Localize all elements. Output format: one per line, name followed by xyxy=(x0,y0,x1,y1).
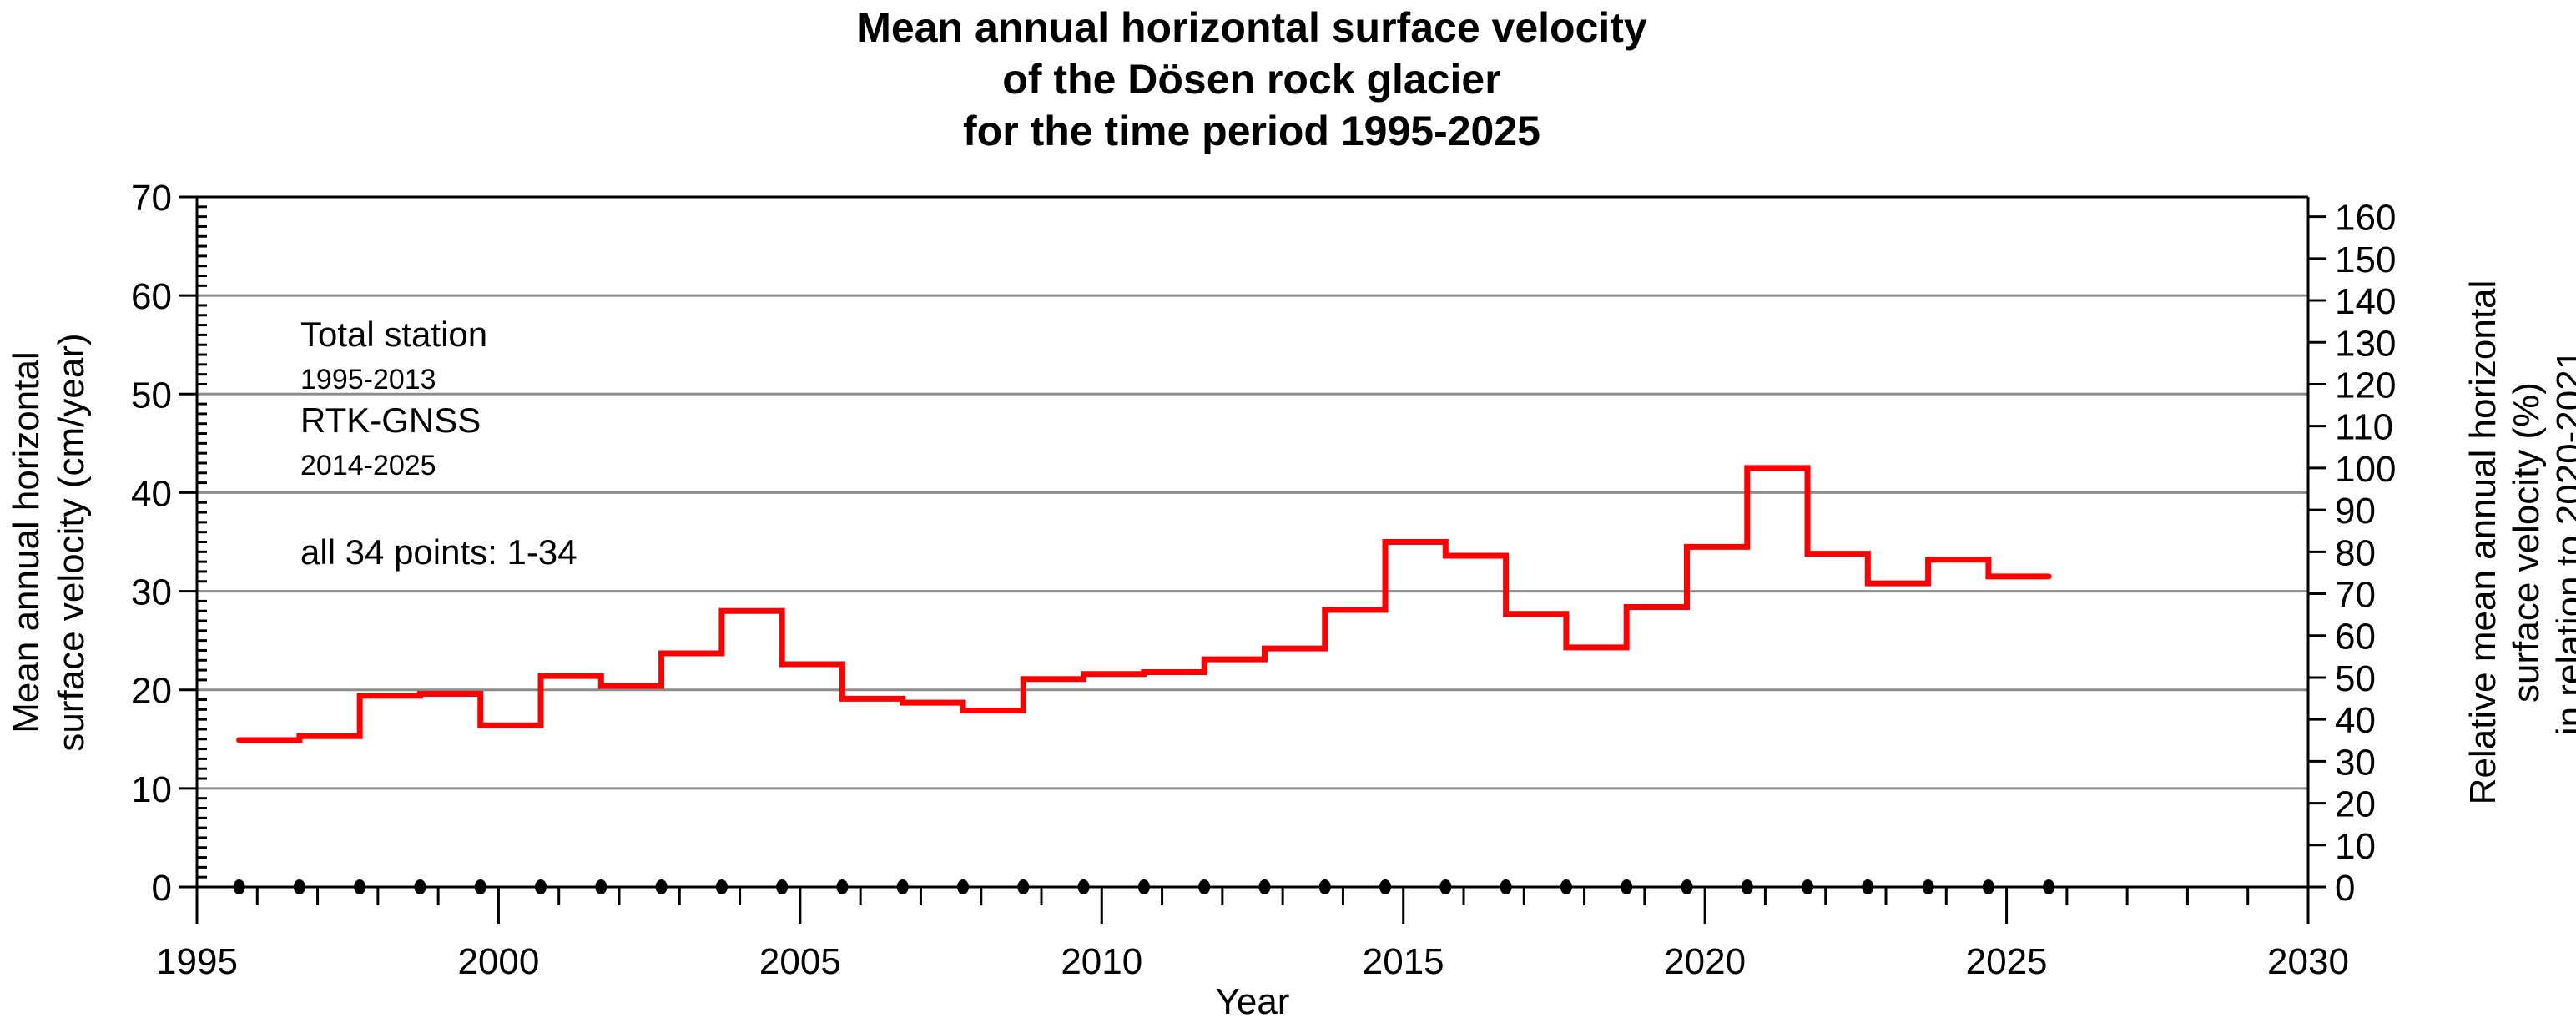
epoch-marker xyxy=(293,879,305,894)
y2-tick-label: 120 xyxy=(2335,365,2396,406)
annotation-total-station: Total station xyxy=(300,315,487,354)
epoch-marker xyxy=(836,879,849,894)
y-axis-title-line-2: surface velocity (cm/year) xyxy=(51,333,92,751)
epoch-marker xyxy=(354,879,366,894)
epoch-marker xyxy=(776,879,789,894)
x-axis-ticks: 1995 2000 2005 2010 2015 2020 2025 2030 xyxy=(156,887,2349,982)
epoch-marker xyxy=(1681,879,1693,894)
y2-tick-label: 10 xyxy=(2335,826,2376,867)
epoch-marker xyxy=(1621,879,1633,894)
y2-tick-label: 40 xyxy=(2335,700,2376,741)
epoch-marker xyxy=(1802,879,1814,894)
y-tick-label: 40 xyxy=(131,473,172,514)
y-tick-label: 50 xyxy=(131,375,172,416)
epoch-marker xyxy=(1318,879,1331,894)
y2-tick-label: 70 xyxy=(2335,575,2376,616)
epoch-marker xyxy=(1862,879,1874,894)
epoch-marker xyxy=(1741,879,1753,894)
epoch-marker xyxy=(1922,879,1934,894)
y2-tick-label: 20 xyxy=(2335,784,2376,825)
epoch-marker xyxy=(233,879,245,894)
y2-tick-label: 30 xyxy=(2335,742,2376,783)
y2-tick-label: 90 xyxy=(2335,491,2376,532)
x-tick-label: 2000 xyxy=(457,941,539,982)
y2-tick-label: 130 xyxy=(2335,323,2396,364)
epoch-marker xyxy=(957,879,970,894)
y-tick-label: 70 xyxy=(131,178,172,219)
x-axis-title: Year xyxy=(1216,981,1290,1022)
annotation-point-count: all 34 points: 1-34 xyxy=(300,532,577,572)
y2-tick-label: 0 xyxy=(2335,868,2355,909)
epoch-marker xyxy=(414,879,426,894)
y2-tick-label: 150 xyxy=(2335,239,2396,280)
y2-tick-label: 80 xyxy=(2335,532,2376,573)
x-tick-label: 1995 xyxy=(156,941,238,982)
y2-tick-label: 160 xyxy=(2335,198,2396,239)
y2-tick-label: 60 xyxy=(2335,617,2376,658)
y-tick-label: 30 xyxy=(131,572,172,613)
chart-title-line-1: Mean annual horizontal surface velocity xyxy=(856,4,1647,51)
x-tick-label: 2020 xyxy=(1664,941,1746,982)
y2-axis-title-line-3: in relation to 2020-2021 xyxy=(2549,350,2576,735)
epoch-marker xyxy=(1560,879,1572,894)
epoch-marker xyxy=(1017,879,1030,894)
epoch-marker xyxy=(1379,879,1392,894)
y-tick-label: 10 xyxy=(131,769,172,810)
y2-axis-title-line-1: Relative mean annual horizontal xyxy=(2463,280,2503,805)
epoch-marker xyxy=(1439,879,1452,894)
y-axis-title-line-1: Mean annual horizontal xyxy=(6,351,47,733)
x-tick-label: 2010 xyxy=(1061,941,1142,982)
y2-axis-title-line-2: surface velocity (%) xyxy=(2506,382,2547,703)
epoch-marker xyxy=(1137,879,1150,894)
y2-tick-label: 140 xyxy=(2335,281,2396,322)
epoch-marker xyxy=(595,879,607,894)
y2-tick-label: 110 xyxy=(2335,407,2393,448)
epoch-marker xyxy=(1500,879,1512,894)
measurement-epoch-markers xyxy=(233,879,2055,894)
epoch-marker xyxy=(1258,879,1271,894)
epoch-marker xyxy=(1077,879,1090,894)
chart-title-line-3: for the time period 1995-2025 xyxy=(963,108,1540,154)
y-tick-label: 60 xyxy=(131,276,172,317)
annotation-total-station-years: 1995-2013 xyxy=(300,364,436,396)
y-tick-label: 0 xyxy=(152,868,172,909)
velocity-series xyxy=(236,465,2052,743)
epoch-marker xyxy=(1982,879,1994,894)
epoch-marker xyxy=(474,879,486,894)
x-tick-label: 2025 xyxy=(1966,941,2048,982)
epoch-marker xyxy=(2043,879,2055,894)
y-axis-ticks: 0 10 20 30 40 50 60 70 xyxy=(131,178,207,909)
y-tick-label: 20 xyxy=(131,671,172,712)
epoch-marker xyxy=(1198,879,1211,894)
velocity-step-line xyxy=(236,465,2052,743)
epoch-marker xyxy=(715,879,728,894)
x-tick-label: 2015 xyxy=(1363,941,1444,982)
epoch-marker xyxy=(655,879,668,894)
x-tick-label: 2005 xyxy=(759,941,841,982)
gridlines xyxy=(197,294,2308,790)
chart-title-line-2: of the Dösen rock glacier xyxy=(1002,56,1500,103)
y2-tick-label: 50 xyxy=(2335,658,2376,699)
y2-tick-label: 100 xyxy=(2335,449,2396,490)
annotation-rtk-gnss: RTK-GNSS xyxy=(300,401,481,440)
epoch-marker xyxy=(896,879,909,894)
annotation-rtk-gnss-years: 2014-2025 xyxy=(300,450,436,481)
epoch-marker xyxy=(535,879,547,894)
x-tick-label: 2030 xyxy=(2267,941,2349,982)
